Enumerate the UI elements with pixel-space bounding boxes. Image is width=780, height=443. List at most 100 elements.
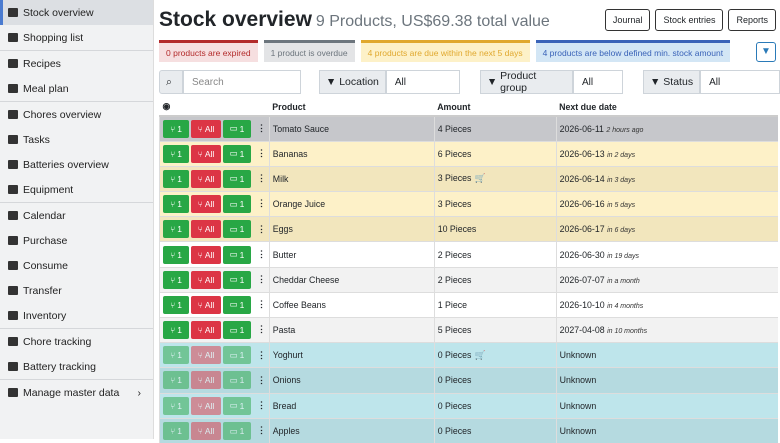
action-button[interactable]: ▭ 1 [223, 144, 251, 163]
more-menu[interactable]: ⋮ [257, 274, 266, 285]
status-select[interactable]: All [700, 70, 780, 94]
nav-item[interactable]: Tasks [0, 127, 153, 152]
action-button[interactable]: ⑂ 1 [163, 195, 189, 214]
action-button[interactable]: ▭ 1 [223, 220, 251, 239]
more-menu[interactable]: ⋮ [257, 324, 266, 335]
action-button[interactable]: ⑂ All [191, 245, 221, 264]
more-menu[interactable]: ⋮ [257, 374, 266, 385]
more-menu[interactable]: ⋮ [257, 223, 266, 234]
nav-item[interactable]: Battery tracking [0, 354, 153, 379]
action-button[interactable]: ▭ 1 [223, 119, 251, 138]
action-button[interactable]: ⑂ 1 [163, 346, 189, 365]
action-button[interactable]: ⑂ 1 [163, 119, 189, 138]
nav-icon [8, 110, 18, 119]
action-button[interactable]: ⑂ 1 [163, 144, 189, 163]
action-icon: ⑂ [197, 325, 203, 336]
alert[interactable]: 4 products are below defined min. stock … [535, 40, 731, 62]
action-button[interactable]: ▭ 1 [223, 169, 251, 188]
action-button[interactable]: ⑂ All [191, 346, 221, 365]
nav-item[interactable]: Stock overview [0, 0, 153, 25]
action-button[interactable]: ⑂ All [191, 295, 221, 314]
action-button[interactable]: ▭ 1 [223, 371, 251, 390]
alert[interactable]: 1 product is overdue [263, 40, 355, 62]
action-icon: ⑂ [170, 123, 176, 134]
action-button[interactable]: ▭ 1 [223, 346, 251, 365]
alert[interactable]: 4 products are due within the next 5 day… [360, 40, 530, 62]
actions-cell: ⑂ 1 ⑂ All ▭ 1 ⋮ [159, 392, 270, 419]
action-button[interactable]: ⑂ All [191, 270, 221, 289]
nav-item[interactable]: Chore tracking [0, 329, 153, 354]
action-button[interactable]: ⑂ All [191, 195, 221, 214]
action-icon: ▭ [229, 299, 238, 310]
nav-item[interactable]: Calendar [0, 203, 153, 228]
nav-item[interactable]: Recipes [0, 51, 153, 76]
nav-item[interactable]: Shopping list [0, 25, 153, 50]
nav-item[interactable]: Consume [0, 253, 153, 278]
action-button[interactable]: ⑂ 1 [163, 295, 189, 314]
more-menu[interactable]: ⋮ [257, 123, 266, 134]
column-header[interactable]: Product [269, 98, 435, 117]
more-menu[interactable]: ⋮ [257, 173, 266, 184]
nav-icon [8, 8, 18, 17]
nav-item[interactable]: Transfer [0, 278, 153, 303]
amount: 3 Pieces [437, 199, 472, 210]
more-menu[interactable]: ⋮ [257, 425, 266, 436]
nav-item[interactable]: Purchase [0, 228, 153, 253]
action-button[interactable]: ⑂ All [191, 321, 221, 340]
alert[interactable]: 0 products are expired [159, 40, 258, 62]
nav-item[interactable]: Equipment [0, 177, 153, 202]
column-header[interactable]: Next due date [556, 98, 778, 117]
action-button[interactable]: ⑂ 1 [163, 371, 189, 390]
action-button[interactable]: ⑂ All [191, 396, 221, 415]
nav-item[interactable]: Chores overview [0, 102, 153, 127]
table-row: ⑂ 1 ⑂ All ▭ 1 ⋮ Yoghurt 0 Pieces 🛒 Unknown [159, 342, 778, 368]
table-row: ⑂ 1 ⑂ All ▭ 1 ⋮ Butter 2 Pieces 2026-06-30 in 19 … [159, 241, 778, 268]
action-button[interactable]: ⑂ 1 [163, 270, 189, 289]
action-button[interactable]: ⑂ 1 [163, 220, 189, 239]
action-button[interactable]: ⑂ All [191, 169, 221, 188]
nav-item[interactable]: Manage master data › [0, 380, 153, 405]
action-button[interactable]: ⑂ All [191, 371, 221, 390]
due-date: 2026-06-30 [559, 249, 605, 260]
more-menu[interactable]: ⋮ [257, 198, 266, 209]
action-button[interactable]: ⑂ 1 [163, 422, 189, 441]
action-button[interactable]: ⑂ All [191, 422, 221, 441]
action-button[interactable]: ▭ 1 [223, 295, 251, 314]
action-button[interactable]: ⑂ 1 [163, 169, 189, 188]
action-label: 1 [177, 350, 182, 361]
more-menu[interactable]: ⋮ [257, 299, 266, 310]
group-select[interactable]: All [573, 70, 623, 94]
action-button[interactable]: ▭ 1 [223, 396, 251, 415]
action-button[interactable]: ▭ 1 [223, 270, 251, 289]
action-button[interactable]: ▭ 1 [223, 195, 251, 214]
action-button[interactable]: ⑂ 1 [163, 321, 189, 340]
action-button[interactable]: ⑂ 1 [163, 245, 189, 264]
more-menu[interactable]: ⋮ [257, 248, 266, 259]
action-label: 1 [177, 325, 182, 336]
nav-icon [8, 185, 18, 194]
action-label: All [204, 426, 215, 437]
filter-toggle[interactable]: ▼ [756, 42, 776, 62]
action-button[interactable]: ⑂ 1 [163, 396, 189, 415]
nav-item[interactable]: Batteries overview [0, 152, 153, 177]
search-input[interactable]: Search [182, 70, 301, 94]
more-menu[interactable]: ⋮ [257, 399, 266, 410]
action-button[interactable]: ▭ 1 [223, 245, 251, 264]
nav-item[interactable]: Inventory [0, 303, 153, 328]
action-button[interactable]: ▭ 1 [223, 422, 251, 441]
action-label: 1 [177, 375, 182, 386]
action-button[interactable]: ⑂ All [191, 119, 221, 138]
more-menu[interactable]: ⋮ [257, 148, 266, 159]
more-menu[interactable]: ⋮ [257, 349, 266, 360]
location-select[interactable]: All [385, 70, 460, 94]
nav-icon [8, 286, 18, 295]
action-button[interactable]: ⑂ All [191, 220, 221, 239]
nav-item[interactable]: Meal plan [0, 76, 153, 101]
header-button[interactable]: Reports [728, 9, 776, 31]
header-button[interactable]: Journal [604, 9, 651, 31]
action-button[interactable]: ⑂ All [191, 144, 221, 163]
header-button[interactable]: Stock entries [655, 9, 724, 31]
column-header[interactable]: Amount [434, 98, 557, 117]
action-button[interactable]: ▭ 1 [223, 321, 251, 340]
action-label: 1 [177, 274, 182, 285]
